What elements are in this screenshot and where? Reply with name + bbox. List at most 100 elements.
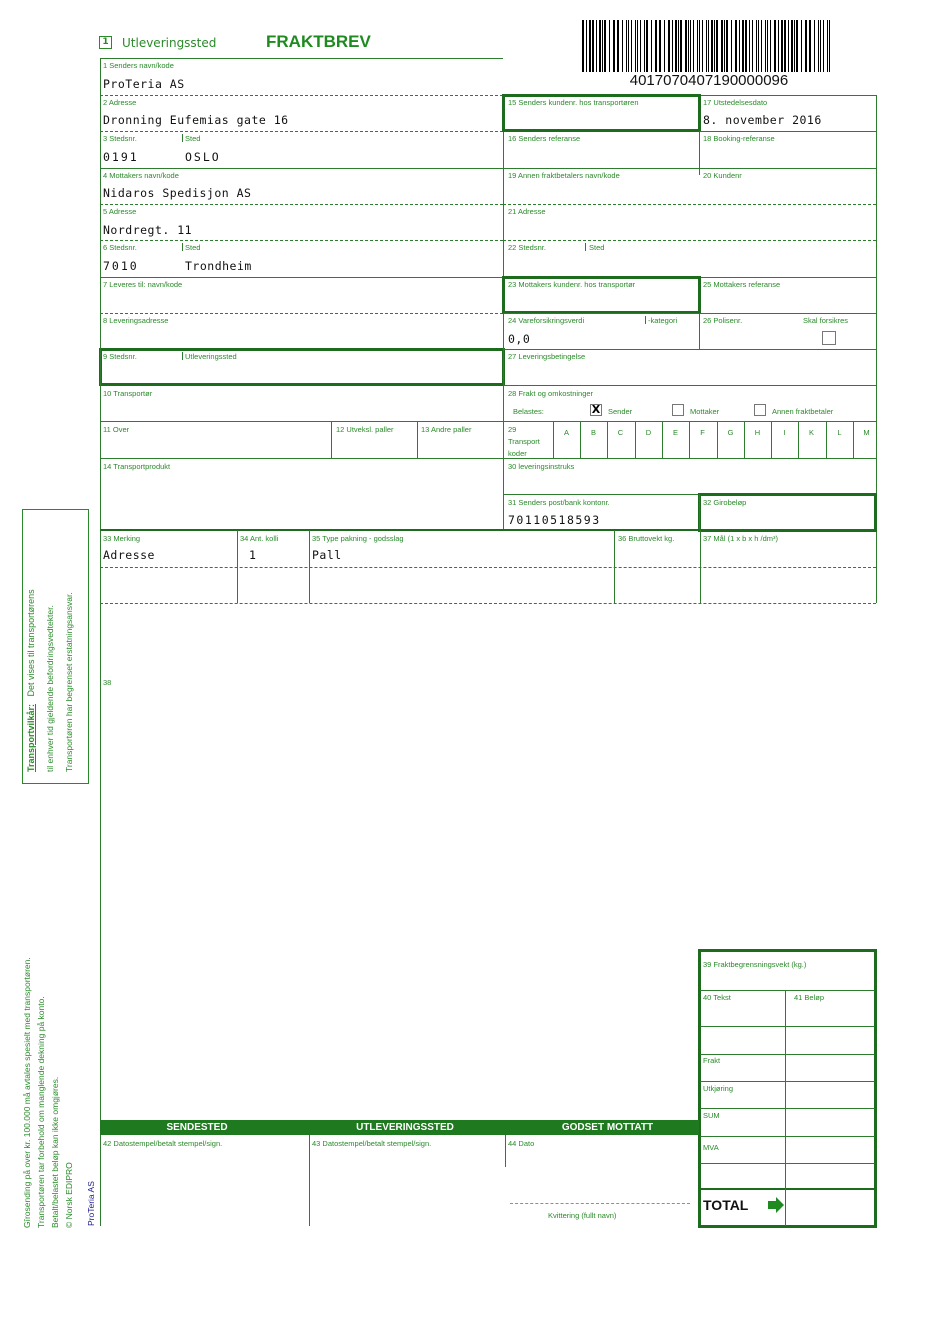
label-f29: 29 Transport koder [508, 425, 540, 458]
label-receiver-postcode: 6 Stedsnr. [103, 243, 137, 252]
label-sender-address: 2 Adresse [103, 98, 137, 107]
insurance-value[interactable]: 0,0 [508, 332, 531, 346]
label-delivery-address: 8 Leveringsadresse [103, 316, 169, 325]
label-receiver-name: 4 Mottakers navn/kode [103, 171, 179, 180]
label-other-pallets: 13 Andre paller [421, 425, 472, 434]
section-goods-received: GODSET MOTTATT [516, 1120, 699, 1135]
label-f38: 38 [103, 678, 112, 687]
label-f33: 33 Merking [103, 534, 141, 543]
charge-sender-checkbox[interactable]: X [590, 403, 602, 416]
box-number: 1 [99, 36, 112, 49]
box-label: Utleveringssted [122, 36, 217, 50]
insure-checkbox[interactable] [822, 331, 836, 345]
label-f26: 26 Polisenr. [703, 316, 743, 325]
label-f41: 41 Beløp [794, 993, 825, 1002]
label-f16: 16 Senders referanse [508, 134, 581, 143]
transport-code-E[interactable]: E [672, 428, 678, 437]
row-freight: Frakt [703, 1056, 721, 1065]
brand-label: ProTeria AS [86, 1181, 96, 1226]
terms-line-3: Transportøren har begrenset erstatningsa… [64, 592, 74, 772]
row-delivery: Utkjøring [703, 1084, 734, 1093]
label-f22: 22 Stedsnr. [508, 243, 546, 252]
sender-address[interactable]: Dronning Eufemias gate 16 [103, 113, 289, 127]
charge-receiver-checkbox[interactable] [672, 404, 684, 416]
charge-other-label: Annen fraktbetaler [772, 407, 834, 416]
label-carrier: 10 Transportør [103, 389, 153, 398]
charge-sender-label: Sender [608, 407, 633, 416]
label-f15: 15 Senders kundenr. hos transportøren [508, 98, 639, 107]
label-f34: 34 Ant. kolli [240, 534, 279, 543]
sender-customer-no-box [502, 94, 701, 132]
transport-code-F[interactable]: F [700, 428, 705, 437]
barcode-number: 4017070407190000096 [629, 72, 789, 89]
label-sender-name: 1 Senders navn/kode [103, 61, 174, 70]
label-f32: 32 Girobeløp [703, 498, 747, 507]
label-f20: 20 Kundenr [703, 171, 742, 180]
label-f25: 25 Mottakers referanse [703, 280, 781, 289]
label-f43: 43 Datostempel/betalt stempel/sign. [312, 1139, 432, 1148]
transport-code-A[interactable]: A [563, 428, 569, 437]
charge-other-checkbox[interactable] [754, 404, 766, 416]
transport-code-I[interactable]: I [783, 428, 786, 437]
sender-name[interactable]: ProTeria AS [103, 77, 185, 91]
label-sender-place: Sted [185, 134, 201, 143]
account-number[interactable]: 70110518593 [508, 513, 601, 527]
issue-date[interactable]: 8. november 2016 [703, 113, 822, 127]
label-f19: 19 Annen fraktbetalers navn/kode [508, 171, 620, 180]
receiver-name[interactable]: Nidaros Spedisjon AS [103, 186, 252, 200]
note-line-3: Betalt/belastet beløp kan ikke omgjøres. [50, 1076, 60, 1228]
label-f22-place: Sted [589, 243, 605, 252]
barcode [582, 20, 830, 72]
label-f18: 18 Booking-referanse [703, 134, 775, 143]
section-delivery-place: UTLEVERINGSSTED [294, 1120, 516, 1135]
terms-line-2: til enhver tid gjeldende befordringsvedt… [45, 605, 55, 772]
label-f37: 37 Mål (1 x b x h /dm³) [703, 534, 779, 543]
label-f31: 31 Senders post/bank kontonr. [508, 498, 610, 507]
label-deliver-to: 7 Leveres til: navn/kode [103, 280, 183, 289]
label-transport-product: 14 Transportprodukt [103, 462, 171, 471]
count-value[interactable]: 1 [249, 548, 257, 562]
receiver-place[interactable]: Trondheim [185, 259, 252, 273]
note-line-2: Transportøren tar forbehold om manglende… [36, 996, 46, 1228]
transport-code-M[interactable]: M [863, 428, 870, 437]
label-f28: 28 Frakt og omkostninger [508, 389, 594, 398]
sender-place[interactable]: OSLO [185, 150, 221, 164]
label-receiver-place: Sted [185, 243, 201, 252]
label-insure: Skal forsikres [803, 316, 849, 325]
page-title: FRAKTBREV [266, 32, 371, 51]
transport-code-L[interactable]: L [837, 428, 842, 437]
label-receiver-address: 5 Adresse [103, 207, 137, 216]
label-f42: 42 Datostempel/betalt stempel/sign. [103, 1139, 223, 1148]
transport-code-D[interactable]: D [645, 428, 652, 437]
marking-value[interactable]: Adresse [103, 548, 155, 562]
label-f39: 39 Fraktbegrensningsvekt (kg.) [703, 960, 807, 969]
label-delivery-postcode: 9 Stedsnr. [103, 352, 137, 361]
terms-line-1: Det vises til transportørens [26, 589, 36, 697]
transport-code-B[interactable]: B [590, 428, 596, 437]
label-f24: 24 Vareforsikringsverdi [508, 316, 585, 325]
receiver-address[interactable]: Nordregt. 11 [103, 223, 193, 237]
charge-receiver-label: Mottaker [690, 407, 720, 416]
receiver-customer-no-box [502, 276, 701, 314]
transport-code-G[interactable]: G [727, 428, 734, 437]
section-sender: SENDESTED [100, 1120, 294, 1135]
label-f24-category: -kategori [648, 316, 678, 325]
label-f44: 44 Dato [508, 1139, 535, 1148]
receiver-postcode[interactable]: 7010 [103, 259, 139, 273]
transport-code-C[interactable]: C [617, 428, 624, 437]
label-f21: 21 Adresse [508, 207, 546, 216]
sender-postcode[interactable]: 0191 [103, 150, 139, 164]
transport-code-K[interactable]: K [808, 428, 814, 437]
terms-box [22, 509, 89, 784]
terms-title: Transportvilkår: [26, 703, 36, 772]
total-label: TOTAL [703, 1197, 749, 1213]
transport-code-H[interactable]: H [754, 428, 761, 437]
packaging-value[interactable]: Pall [312, 548, 342, 562]
label-f23: 23 Mottakers kundenr. hos transportør [508, 280, 636, 289]
label-f17: 17 Utstedelsesdato [703, 98, 768, 107]
label-f30: 30 leveringsinstruks [508, 462, 575, 471]
delivery-place-box [99, 348, 505, 386]
summary-box [698, 949, 877, 1228]
arrow-right-icon [768, 1197, 784, 1213]
